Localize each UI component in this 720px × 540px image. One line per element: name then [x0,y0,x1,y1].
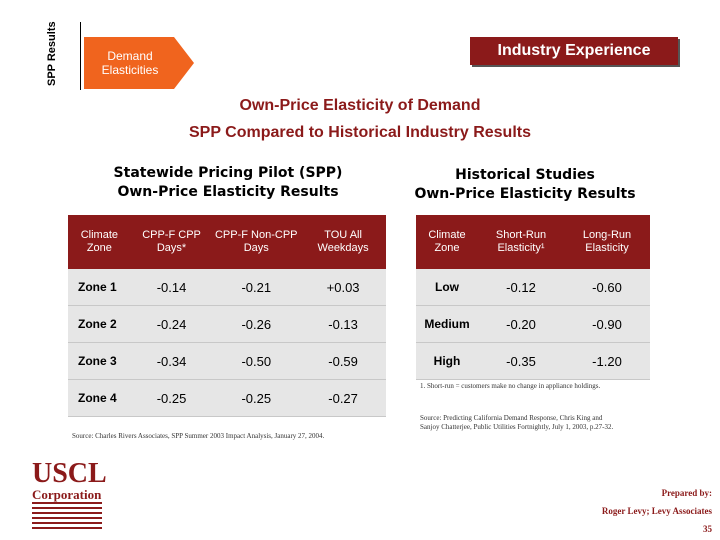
page-number: 35 [703,524,712,534]
table-cell: -0.90 [564,305,650,343]
footnote: 1. Short-run = customers make no change … [420,382,601,390]
historical-heading-line1: Historical Studies [455,167,595,183]
table-cell: -0.12 [478,269,564,306]
table-cell: -0.13 [300,305,386,343]
table-cell: -0.25 [212,379,301,417]
column-header: Short-Run Elasticity¹ [478,215,564,269]
historical-heading-line2: Own-Price Elasticity Results [414,186,636,202]
table-cell: -0.21 [212,269,301,306]
historical-heading: Historical Studies Own-Price Elasticity … [400,166,650,204]
prepared-by-name: Roger Levy; Levy Associates [601,506,712,516]
table-cell: -0.50 [212,342,301,380]
table-row: Zone 3 -0.34 -0.50 -0.59 [68,342,386,380]
breadcrumb-chevron: Demand Elasticities [84,37,194,89]
logo-subtext: Corporation [32,487,102,502]
table-row: Low -0.12 -0.60 [416,269,650,306]
section-label-text: SPP Results [46,21,58,86]
column-header: CPP-F CPP Days* [130,215,213,269]
column-header: TOU All Weekdays [300,215,386,269]
table-row: Medium -0.20 -0.90 [416,305,650,343]
table-cell: -0.24 [130,305,213,343]
section-label: SPP Results [44,21,81,90]
table-cell: -0.27 [300,379,386,417]
climate-class-cell: Low [416,269,478,306]
table-cell: -0.35 [478,342,564,380]
historical-source-line2: Sanjoy Chatterjee, Public Utilities Fort… [420,423,614,431]
table-row: Zone 1 -0.14 -0.21 +0.03 [68,269,386,306]
table-header-row: Climate Zone Short-Run Elasticity¹ Long-… [416,215,650,269]
table-cell: -0.20 [478,305,564,343]
table-cell: -0.34 [130,342,213,380]
spp-source: Source: Charles Rivers Associates, SPP S… [72,432,325,440]
logo-stripes [32,502,102,532]
column-header: Long-Run Elasticity [564,215,650,269]
table-cell: -0.14 [130,269,213,306]
table-row: Zone 2 -0.24 -0.26 -0.13 [68,305,386,343]
company-logo: USCL Corporation [32,460,107,502]
historical-source-line1: Source: Predicting California Demand Res… [420,414,603,422]
table-row: Zone 4 -0.25 -0.25 -0.27 [68,379,386,417]
spp-elasticity-table: Climate Zone CPP-F CPP Days* CPP-F Non-C… [68,215,386,417]
column-header: Climate Zone [416,215,478,269]
historical-source: Source: Predicting California Demand Res… [420,414,613,432]
page-subtitle: SPP Compared to Historical Industry Resu… [188,124,531,141]
table-cell: -0.60 [564,269,650,306]
column-header: Climate Zone [68,215,131,269]
table-cell: -0.59 [300,342,386,380]
page-title: Own-Price Elasticity of Demand [239,97,481,114]
table-cell: -0.26 [212,305,301,343]
table-row: High -0.35 -1.20 [416,342,650,380]
prepared-by-label: Prepared by: [661,488,712,498]
table-cell: +0.03 [300,269,386,306]
spp-heading-line1: Statewide Pricing Pilot (SPP) [113,165,343,181]
chevron-arrow-shape [84,37,194,89]
spp-heading: Statewide Pricing Pilot (SPP) Own-Price … [98,164,358,202]
table-cell: -0.25 [130,379,213,417]
spp-heading-line2: Own-Price Elasticity Results [117,184,339,200]
table-header-row: Climate Zone CPP-F CPP Days* CPP-F Non-C… [68,215,386,269]
breadcrumb-label: Demand Elasticities [101,49,159,77]
historical-elasticity-table: Climate Zone Short-Run Elasticity¹ Long-… [416,215,650,380]
zone-cell: Zone 3 [68,342,131,380]
column-header: CPP-F Non-CPP Days [212,215,301,269]
logo-wordmark: USCL [32,458,107,489]
climate-class-cell: High [416,342,478,380]
zone-cell: Zone 4 [68,379,131,417]
table-cell: -1.20 [564,342,650,380]
zone-cell: Zone 2 [68,305,131,343]
climate-class-cell: Medium [416,305,478,343]
zone-cell: Zone 1 [68,269,131,306]
section-header-box: Industry Experience [470,37,678,65]
